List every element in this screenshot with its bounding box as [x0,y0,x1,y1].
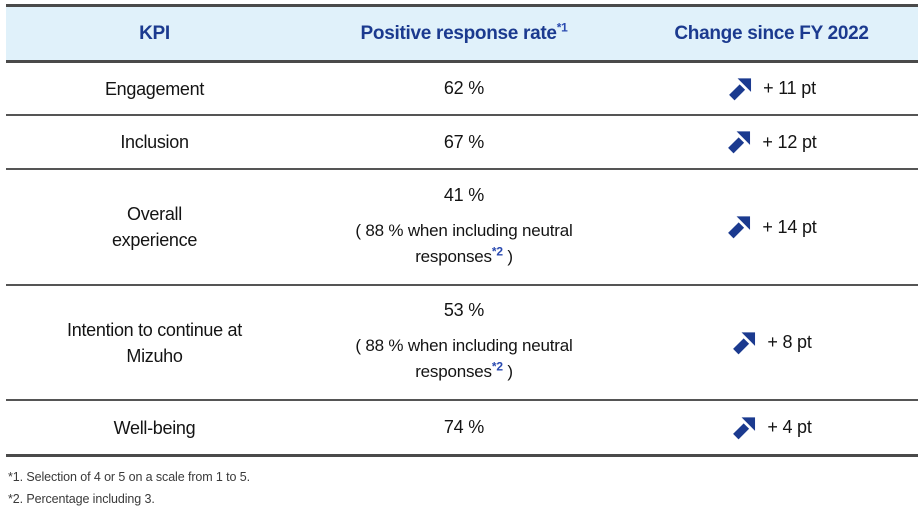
table-row: Inclusion 67 % + 12 pt [6,116,918,170]
change-cell: + 4 pt [625,416,918,440]
rate-cell: 41 % ( 88 % when including neutral respo… [303,185,625,270]
change-value: + 12 pt [762,131,817,152]
table-row: Well-being 74 % + 4 pt [6,401,918,457]
rate-value: 67 % [443,131,485,152]
header-kpi-label: KPI [139,22,170,44]
rate-cell: 67 % [303,132,625,153]
up-right-arrow-icon [731,331,756,355]
rate-cell: 74 % [303,417,625,438]
table-row: Engagement 62 % + 11 pt [6,63,918,116]
footnote-1: *1. Selection of 4 or 5 on a scale from … [8,470,250,484]
up-right-arrow-icon [727,77,752,101]
up-right-arrow-icon [731,416,756,440]
rate-value: 74 % [443,417,485,437]
footnote-2: *2. Percentage including 3. [8,492,155,506]
up-right-arrow-icon [726,215,751,239]
change-cell: + 11 pt [625,77,918,101]
rate-cell: 53 % ( 88 % when including neutral respo… [303,300,625,385]
rate-note-close: ) [502,362,513,381]
change-value: + 14 pt [762,216,817,237]
kpi-summary-table: KPI Positive response rate*1 Change sinc… [6,4,918,457]
header-positive-response-rate: Positive response rate*1 [303,20,625,45]
up-right-arrow-icon [726,130,751,154]
change-cell: + 12 pt [625,130,918,154]
table-header-row: KPI Positive response rate*1 Change sinc… [6,7,918,63]
kpi-name: Engagement [104,78,205,99]
rate-note: ( 88 % when including neutral responses*… [314,218,614,270]
kpi-name: Intention to continue at Mizuho [67,319,242,366]
table-row: Intention to continue at Mizuho 53 % ( 8… [6,286,918,401]
rate-cell: 62 % [303,78,625,99]
change-cell: + 14 pt [625,215,918,239]
change-value: + 8 pt [767,332,812,352]
footnote-ref-1: *1 [556,20,568,35]
header-kpi: KPI [6,23,303,45]
kpi-name: Well-being [113,417,196,438]
rate-note-close: ) [502,246,513,266]
header-rate-label: Positive response rate [360,22,557,44]
footnote-ref-2: *2 [491,359,503,374]
rate-value: 62 % [443,78,485,98]
change-value: + 11 pt [763,78,816,98]
header-change-label: Change since FY 2022 [674,22,869,44]
change-cell: + 8 pt [625,331,918,355]
change-value: + 4 pt [767,417,812,437]
kpi-name: Inclusion [120,132,189,152]
footnotes: *1. Selection of 4 or 5 on a scale from … [8,466,250,510]
footnote-ref-2: *2 [491,243,503,258]
rate-note-text: ( 88 % when including neutral responses [355,220,573,266]
table-row: Overall experience 41 % ( 88 % when incl… [6,170,918,286]
rate-note-text: ( 88 % when including neutral responses [355,336,573,381]
kpi-name: Overall experience [111,204,198,250]
rate-value: 53 % [443,300,485,320]
rate-value: 41 % [443,184,485,205]
rate-note: ( 88 % when including neutral responses*… [314,333,614,385]
header-change-since-fy2022: Change since FY 2022 [625,23,918,45]
